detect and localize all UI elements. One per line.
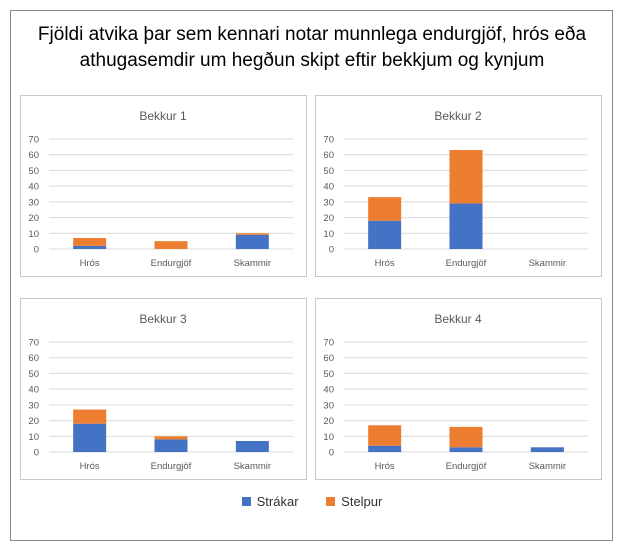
y-tick-label: 30 [28,197,39,208]
chart-svg: Bekkur 3 0 10 20 30 40 50 60 70 Hrós Endurgjöf Skam… [28,312,293,472]
y-tick-label: 0 [34,245,39,256]
y-tick-label: 10 [323,229,334,240]
y-tick-label: 20 [28,213,39,224]
legend-item-strakar: Strákar [241,494,299,509]
bar-strákar [73,245,107,249]
y-tick-label: 30 [28,400,39,411]
y-tick-label: 10 [28,432,39,443]
bar-strákar [368,445,402,452]
x-tick-label: Hrós [375,461,395,472]
y-tick-label: 60 [323,150,334,161]
y-tick-label: 50 [28,166,39,177]
x-tick-label: Hrós [80,258,100,269]
chart-bekkur-3: Bekkur 3 0 10 20 30 40 50 60 70 Hrós Endurgjöf Skam… [20,298,307,480]
bar-strákar [368,220,402,249]
x-tick-label: Endurgjöf [151,461,192,472]
y-tick-label: 50 [323,369,334,380]
chart-title: Bekkur 2 [434,109,482,123]
y-tick-label: 40 [323,182,334,193]
bar-strákar [154,439,188,452]
chart-title: Bekkur 3 [139,312,187,326]
y-tick-label: 20 [323,213,334,224]
y-tick-label: 30 [323,197,334,208]
legend-item-stelpur: Stelpur [326,494,382,509]
y-tick-label: 70 [323,338,334,349]
y-tick-label: 60 [323,353,334,364]
x-tick-label: Skammir [529,461,566,472]
legend-label: Stelpur [341,494,383,509]
x-tick-label: Hrós [80,461,100,472]
x-tick-label: Skammir [234,258,271,269]
bar-stelpur [154,436,188,440]
y-tick-label: 40 [323,385,334,396]
chart-bekkur-2: Bekkur 2 0 10 20 30 40 50 60 70 Hrós Endurgjöf Skam… [315,95,602,277]
x-tick-label: Hrós [375,258,395,269]
bar-stelpur [368,197,402,221]
y-tick-label: 40 [28,385,39,396]
legend-label: Strákar [256,494,299,509]
chart-svg: Bekkur 4 0 10 20 30 40 50 60 70 Hrós Endurgjöf Skam… [323,312,588,472]
bar-stelpur [449,150,483,204]
bar-strákar [449,447,483,452]
x-tick-label: Skammir [529,258,566,269]
y-tick-label: 50 [323,166,334,177]
bar-stelpur [154,241,188,249]
y-tick-label: 50 [28,369,39,380]
y-tick-label: 70 [28,135,39,146]
y-tick-label: 60 [28,150,39,161]
bar-stelpur [368,425,402,446]
bar-stelpur [235,233,269,235]
chart-bekkur-1: Bekkur 1 0 10 20 30 40 50 60 70 Hrós Endurgjöf Skam… [20,95,307,277]
y-tick-label: 10 [323,432,334,443]
legend-swatch-stelpur [326,497,336,506]
x-tick-label: Endurgjöf [446,461,487,472]
y-tick-label: 40 [28,182,39,193]
bar-stelpur [73,238,107,246]
y-tick-label: 0 [329,245,334,256]
bar-strákar [73,423,107,452]
bar-stelpur [73,409,107,424]
x-tick-label: Skammir [234,461,271,472]
bar-stelpur [449,426,483,448]
y-tick-label: 30 [323,400,334,411]
y-tick-label: 70 [28,338,39,349]
y-tick-label: 10 [28,229,39,240]
bar-strákar [530,447,564,452]
legend: Strákar Stelpur [0,494,624,509]
y-tick-label: 20 [28,416,39,427]
chart-svg: Bekkur 1 0 10 20 30 40 50 60 70 Hrós Endurgjöf Skam… [28,109,293,269]
bar-strákar [235,234,269,249]
chart-svg: Bekkur 2 0 10 20 30 40 50 60 70 Hrós Endurgjöf Skam… [323,109,588,269]
bar-strákar [449,203,483,249]
legend-swatch-strakar [241,497,251,506]
chart-title: Bekkur 1 [139,109,187,123]
y-tick-label: 20 [323,416,334,427]
chart-bekkur-4: Bekkur 4 0 10 20 30 40 50 60 70 Hrós Endurgjöf Skam… [315,298,602,480]
x-tick-label: Endurgjöf [151,258,192,269]
y-tick-label: 0 [34,448,39,459]
y-tick-label: 70 [323,135,334,146]
x-tick-label: Endurgjöf [446,258,487,269]
bar-strákar [235,441,269,452]
y-tick-label: 60 [28,353,39,364]
figure-title: Fjöldi atvika þar sem kennari notar munn… [37,24,587,71]
y-tick-label: 0 [329,448,334,459]
chart-title: Bekkur 4 [434,312,482,326]
